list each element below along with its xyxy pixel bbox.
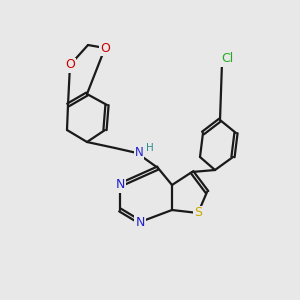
Text: N: N bbox=[115, 178, 125, 191]
Text: S: S bbox=[194, 206, 202, 220]
Text: H: H bbox=[146, 143, 154, 153]
Text: Cl: Cl bbox=[221, 52, 233, 65]
Text: N: N bbox=[135, 146, 143, 160]
Text: N: N bbox=[135, 215, 145, 229]
Text: O: O bbox=[100, 41, 110, 55]
Text: O: O bbox=[65, 58, 75, 71]
